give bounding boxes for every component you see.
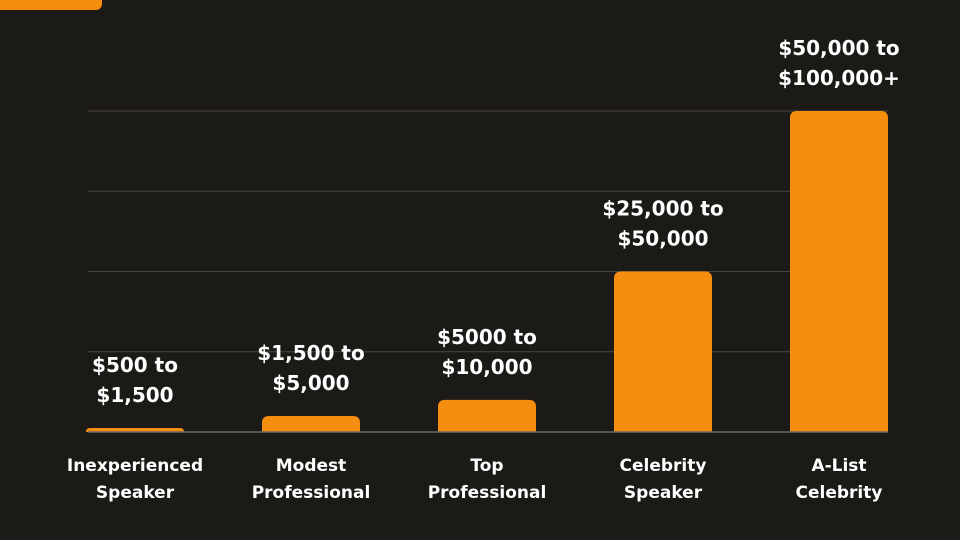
category-label-line: Celebrity: [796, 483, 883, 503]
category-label: Top Professional: [428, 456, 547, 503]
category-label: Inexperienced Speaker: [67, 456, 203, 503]
category-label-line: Professional: [252, 483, 371, 503]
bar: [262, 415, 360, 432]
value-label-line: $5,000: [272, 371, 349, 395]
bar: [614, 271, 712, 432]
bar: [438, 399, 536, 432]
value-label-line: $5000 to: [437, 325, 537, 349]
accent-tab: [0, 0, 102, 10]
category-label-line: Inexperienced: [67, 456, 203, 476]
value-label-line: $100,000+: [778, 66, 900, 90]
category-label-line: Modest: [276, 456, 347, 476]
category-label-line: Professional: [428, 483, 547, 503]
value-label-line: $500 to: [92, 353, 178, 377]
category-label-line: Speaker: [96, 483, 175, 503]
value-label: $1,500 to $5,000: [257, 341, 364, 395]
value-label: $5000 to $10,000: [437, 325, 537, 379]
category-label: A-List Celebrity: [796, 456, 883, 503]
category-label-line: Top: [470, 456, 503, 476]
category-label: Modest Professional: [252, 456, 371, 503]
value-label: $25,000 to $50,000: [602, 197, 723, 251]
value-label-line: $1,500: [96, 383, 173, 407]
value-label-line: $50,000: [617, 227, 708, 251]
bar: [790, 111, 888, 432]
value-label: $500 to $1,500: [92, 353, 178, 407]
value-label-line: $1,500 to: [257, 341, 364, 365]
category-label: Celebrity Speaker: [620, 456, 707, 503]
category-label-line: A-List: [811, 456, 866, 476]
value-label-line: $25,000 to: [602, 197, 723, 221]
category-label-line: Speaker: [624, 483, 703, 503]
value-label: $50,000 to $100,000+: [778, 36, 900, 90]
value-label-line: $10,000: [441, 355, 532, 379]
bar: [86, 427, 184, 432]
category-label-line: Celebrity: [620, 456, 707, 476]
value-label-line: $50,000 to: [778, 36, 899, 60]
